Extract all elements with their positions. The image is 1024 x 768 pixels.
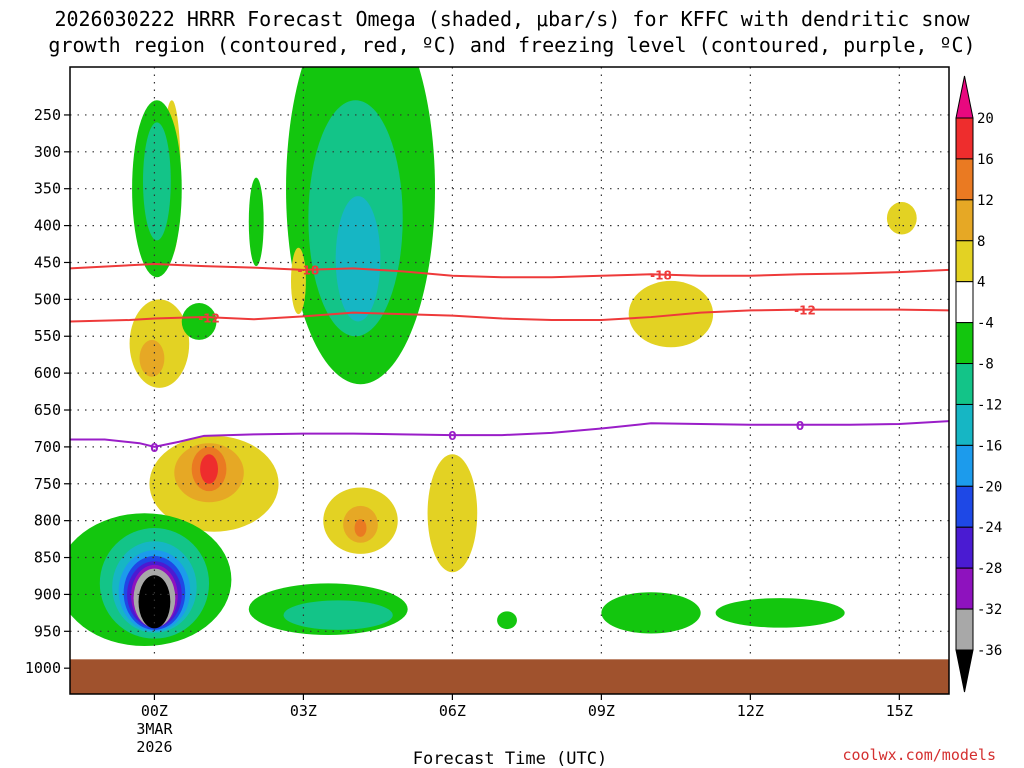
title-line-1: 2026030222 HRRR Forecast Omega (shaded, … xyxy=(54,7,970,31)
chart-title: 2026030222 HRRR Forecast Omega (shaded, … xyxy=(0,6,1024,58)
title-line-2: growth region (contoured, red, ºC) and f… xyxy=(48,33,976,57)
x-tick-label-09Z: 09Z xyxy=(588,702,615,720)
omega-region-34 xyxy=(886,201,917,235)
colorbar-box-9 xyxy=(955,485,974,528)
x-tick-label-15Z: 15Z xyxy=(886,702,913,720)
credit-text[interactable]: coolwx.com/models xyxy=(842,746,996,764)
omega-region-27 xyxy=(354,519,367,537)
contour-label--18C-1: -18 xyxy=(650,269,672,283)
omega-region-13 xyxy=(200,454,218,484)
colorbar-label-0: 20 xyxy=(977,111,994,127)
colorbar-box-6 xyxy=(955,363,974,405)
omega-region-2 xyxy=(143,122,171,241)
omega-region-24 xyxy=(283,600,393,630)
colorbar-box-0 xyxy=(955,117,974,160)
contour-0C xyxy=(70,420,949,448)
contour--12C xyxy=(70,308,949,323)
omega-region-33 xyxy=(290,247,306,315)
y-tick-label-900: 900 xyxy=(34,585,61,603)
colorbar-box-5 xyxy=(955,322,974,365)
colorbar-label-7: -12 xyxy=(977,397,1002,413)
y-tick-label-550: 550 xyxy=(34,327,61,345)
y-tick-label-800: 800 xyxy=(34,512,61,530)
colorbar-box-11 xyxy=(955,567,974,610)
x-tick-label-06Z: 06Z xyxy=(439,702,466,720)
colorbar-label-5: -4 xyxy=(977,316,994,332)
colorbar-box-2 xyxy=(955,199,974,242)
omega-shading xyxy=(70,67,917,647)
colorbar-label-9: -20 xyxy=(977,479,1002,495)
y-tick-label-450: 450 xyxy=(34,253,61,271)
y-tick-label-400: 400 xyxy=(34,217,61,235)
colorbar-label-1: 16 xyxy=(977,152,994,168)
contour-label--18C-0: -18 xyxy=(298,264,320,278)
x-tick-date: 3MAR xyxy=(136,720,173,738)
colorbar-box-10 xyxy=(955,526,974,569)
omega-region-30 xyxy=(601,592,701,634)
omega-region-22 xyxy=(138,575,171,629)
colorbar-label-3: 8 xyxy=(977,234,985,250)
y-axis: 250 300 350 400 450 500 550 600 650 700 750 800 850 9… xyxy=(25,106,70,677)
x-tick-year: 2026 xyxy=(136,738,172,756)
colorbar-label-2: 12 xyxy=(977,193,994,209)
colorbar-top-arrow xyxy=(955,75,974,119)
contour-label-0C-2: 0 xyxy=(796,419,804,433)
colorbar-box-1 xyxy=(955,158,974,201)
y-tick-label-350: 350 xyxy=(34,180,61,198)
plot-frame xyxy=(69,66,950,695)
contour-label--12C-0: -12 xyxy=(198,311,220,325)
colorbar-box-12 xyxy=(955,608,974,651)
colorbar-box-4 xyxy=(955,281,974,324)
x-tick-label-00Z: 00Z xyxy=(141,702,168,720)
omega-region-31 xyxy=(715,598,845,628)
contour-label--12C-1: -12 xyxy=(794,304,816,318)
colorbar-label-10: -24 xyxy=(977,520,1002,536)
y-tick-label-500: 500 xyxy=(34,290,61,308)
x-tick-label-12Z: 12Z xyxy=(737,702,764,720)
omega-region-3 xyxy=(248,177,264,267)
y-tick-label-1000: 1000 xyxy=(25,659,61,677)
y-tick-label-250: 250 xyxy=(34,106,61,124)
colorbar-box-8 xyxy=(955,444,974,487)
colorbar-box-3 xyxy=(955,240,974,283)
y-tick-label-600: 600 xyxy=(34,364,61,382)
contour-label-0C-1: 0 xyxy=(448,429,456,443)
colorbar-bottom-arrow xyxy=(955,649,974,693)
colorbar: 20 16 12 8 4 -4 -8 -12 -16 -20 -24 -28 -32 -36 xyxy=(955,75,1002,693)
contour-label-0C-0: 0 xyxy=(150,441,158,455)
colorbar-label-13: -36 xyxy=(977,643,1002,659)
y-tick-label-650: 650 xyxy=(34,401,61,419)
ground xyxy=(70,659,949,694)
colorbar-label-4: 4 xyxy=(977,275,985,291)
omega-region-29 xyxy=(497,611,517,630)
omega-region-9 xyxy=(139,339,165,377)
temperature-contours: -18 -18 -12 -12 0 0 0 xyxy=(70,262,949,455)
y-tick-label-750: 750 xyxy=(34,475,61,493)
omega-region-28 xyxy=(427,454,478,573)
y-tick-label-850: 850 xyxy=(34,549,61,567)
colorbar-label-6: -8 xyxy=(977,357,994,373)
y-tick-label-950: 950 xyxy=(34,622,61,640)
omega-region-8 xyxy=(181,303,217,340)
colorbar-label-8: -16 xyxy=(977,438,1002,454)
omega-region-32 xyxy=(628,280,714,348)
colorbar-label-11: -28 xyxy=(977,561,1002,577)
x-tick-label-03Z: 03Z xyxy=(290,702,317,720)
x-axis-label: Forecast Time (UTC) xyxy=(413,749,607,768)
colorbar-box-7 xyxy=(955,403,974,446)
y-tick-label-700: 700 xyxy=(34,438,61,456)
colorbar-label-12: -32 xyxy=(977,602,1002,618)
contour--18C xyxy=(70,262,949,279)
y-tick-label-300: 300 xyxy=(34,143,61,161)
ground-fill xyxy=(70,659,949,694)
omega-region-6 xyxy=(335,196,381,322)
